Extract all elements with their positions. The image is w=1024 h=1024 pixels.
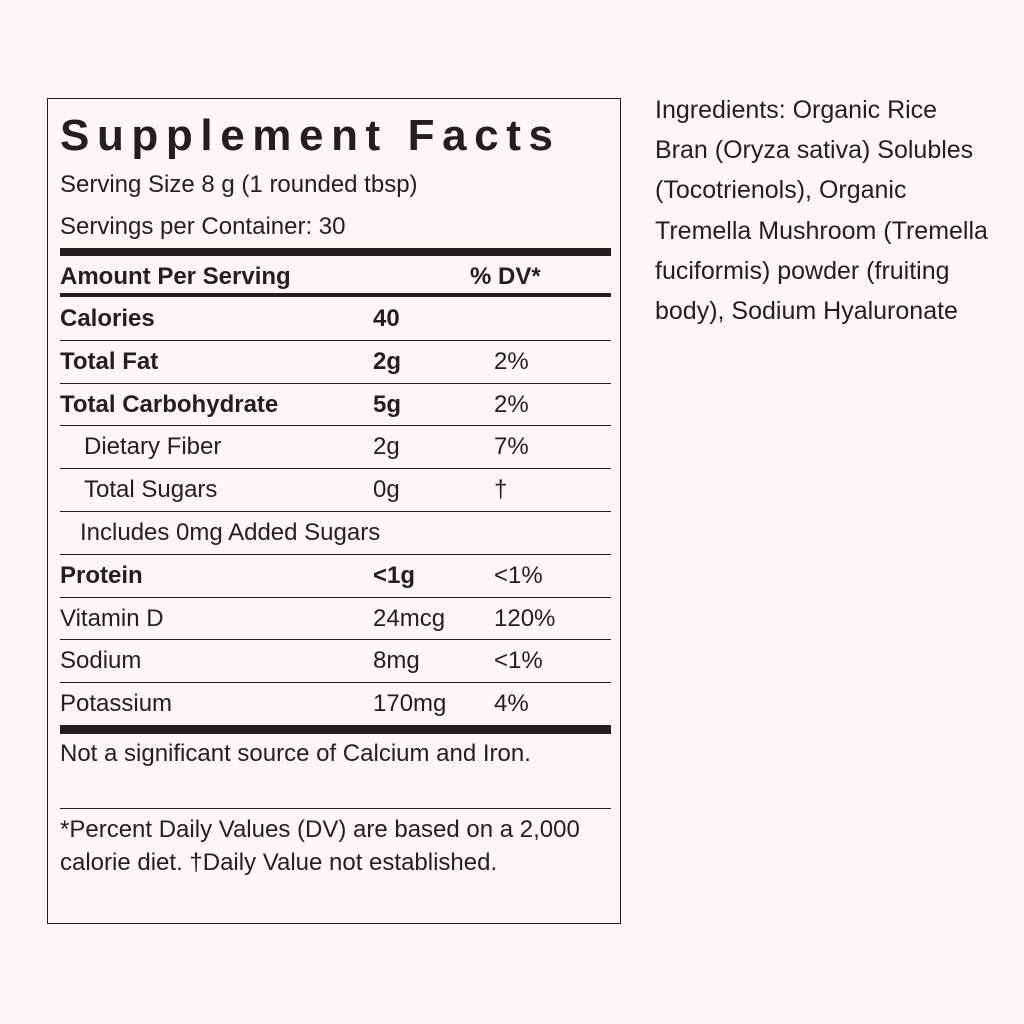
- nutrient-name: Calories: [60, 305, 155, 332]
- nutrient-amount: 0g: [373, 476, 400, 504]
- nutrient-amount: 40: [373, 305, 400, 332]
- nutrient-amount: 170mg: [373, 690, 447, 718]
- nutrient-row: Includes 0mg Added Sugars: [60, 512, 611, 555]
- nutrient-name: Protein: [60, 561, 143, 589]
- nutrient-row: Total Sugars 0g †: [60, 469, 611, 512]
- nutrient-row: Protein <1g <1%: [60, 555, 611, 598]
- nutrient-dv: 2%: [494, 347, 529, 375]
- daily-value-footnote: *Percent Daily Values (DV) are based on …: [60, 816, 580, 876]
- nutrient-amount: 5g: [373, 390, 402, 418]
- nutrient-amount: <1g: [373, 561, 416, 589]
- ingredients-text: Ingredients: Organic Rice Bran (Oryza sa…: [655, 96, 988, 326]
- nutrient-name: Total Fat: [60, 347, 159, 375]
- nutrient-dv: †: [494, 476, 508, 504]
- nutrient-dv: 120%: [494, 604, 556, 632]
- nutrient-row: Total Carbohydrate 5g 2%: [60, 384, 611, 427]
- nutrient-table: Calories 40 Total Fat 2g 2% Total Carbohydrat…: [60, 298, 611, 726]
- nutrient-name: Total Sugars: [84, 476, 218, 504]
- thick-divider-bottom: [60, 726, 611, 734]
- nutrient-name: Vitamin D: [60, 604, 164, 632]
- nutrient-name: Sodium: [60, 647, 142, 675]
- nutrient-amount: 24mcg: [373, 604, 446, 632]
- panel-title: Supplement Facts: [60, 111, 561, 160]
- nutrient-name: Includes 0mg Added Sugars: [80, 518, 381, 546]
- nutrient-name: Potassium: [60, 690, 173, 718]
- table-header: Amount Per Serving % DV*: [60, 259, 611, 295]
- nutrient-row: Vitamin D 24mcg 120%: [60, 598, 611, 641]
- nutrient-dv: <1%: [494, 647, 543, 675]
- calcium-iron-note: Not a significant source of Calcium and …: [60, 737, 611, 809]
- nutrient-row: Dietary Fiber 2g 7%: [60, 426, 611, 470]
- header-divider: [60, 293, 611, 297]
- nutrient-dv: 2%: [494, 390, 529, 418]
- nutrient-amount: 2g: [373, 347, 402, 375]
- dv-header: % DV*: [470, 263, 541, 290]
- nutrient-amount: 8mg: [373, 647, 420, 675]
- nutrient-amount: 2g: [373, 433, 400, 461]
- thick-divider: [60, 248, 611, 256]
- nutrient-dv: 4%: [494, 690, 529, 718]
- nutrient-row: Total Fat 2g 2%: [60, 341, 611, 384]
- servings-per-container: Servings per Container: 30: [60, 213, 346, 240]
- nutrient-name: Dietary Fiber: [84, 433, 222, 461]
- nutrient-dv: 7%: [494, 433, 529, 461]
- nutrient-row: Potassium 170mg 4%: [60, 683, 611, 726]
- serving-size: Serving Size 8 g (1 rounded tbsp): [60, 171, 418, 198]
- nutrient-name: Total Carbohydrate: [60, 390, 279, 418]
- nutrient-row: Calories 40: [60, 298, 611, 341]
- nutrient-dv: <1%: [494, 561, 543, 589]
- amount-per-serving-header: Amount Per Serving: [60, 263, 291, 290]
- supplement-facts-panel: Supplement Facts Serving Size 8 g (1 rou…: [47, 98, 621, 924]
- nutrient-row: Sodium 8mg <1%: [60, 640, 611, 684]
